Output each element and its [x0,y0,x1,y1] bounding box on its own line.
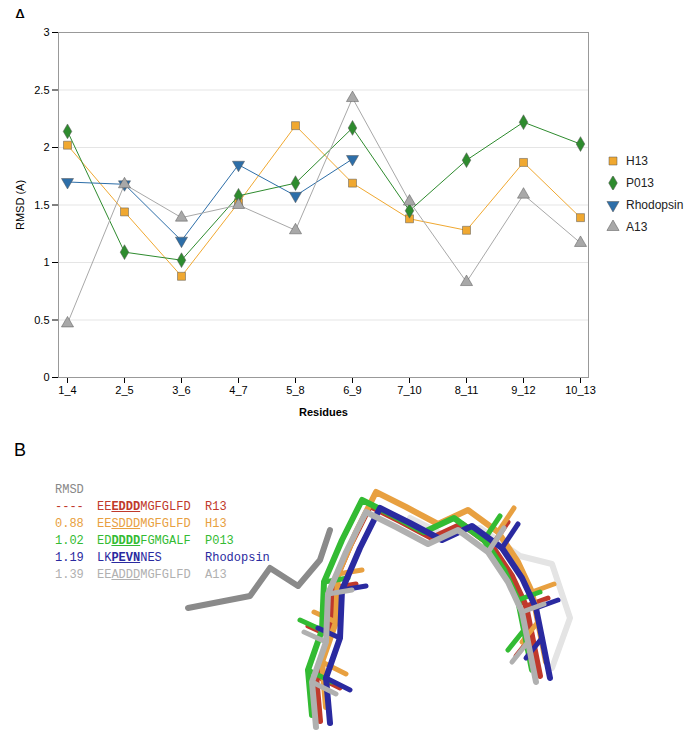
svg-text:Residues: Residues [299,406,348,418]
svg-text:0: 0 [43,371,49,383]
html-text:LK PEVN NES: LK PEVN NES [97,551,162,565]
html-text:H13: H13 [205,517,227,531]
svg-text:0.5: 0.5 [34,314,49,326]
html-text:EE ADDD MGFGLFD: EE ADDD MGFGLFD [97,568,191,582]
html-text:Rhodopsin: Rhodopsin [626,198,684,212]
html-text:Rhodopsin: Rhodopsin [205,551,270,565]
svg-text:2.5: 2.5 [34,84,49,96]
html-text:EE EDDD MGFGLFD: EE EDDD MGFGLFD [97,500,191,514]
svg-text:6_9: 6_9 [343,384,361,396]
html-text:EE SDDD MGFGLFD: EE SDDD MGFGLFD [97,517,191,531]
svg-text:8_11: 8_11 [455,384,479,396]
svg-text:4_7: 4_7 [229,384,247,396]
svg-text:2: 2 [43,141,49,153]
html-text:1.02: 1.02 [55,534,84,548]
html-text:R13: R13 [205,500,227,514]
svg-text:RMSD (A): RMSD (A) [14,180,26,230]
svg-text:1.5: 1.5 [34,199,49,211]
svg-text:2_5: 2_5 [115,384,133,396]
html-text:RMSD: RMSD [55,483,84,497]
svg-text:10_13: 10_13 [565,384,596,396]
html-text:H13: H13 [626,154,648,168]
svg-text:5_8: 5_8 [286,384,304,396]
html-text:A13: A13 [626,220,648,234]
svg-text:7_10: 7_10 [397,384,421,396]
html-text:A: A [14,6,26,26]
html-text:1.19: 1.19 [55,551,84,565]
html-text:0.88: 0.88 [55,517,84,531]
svg-text:1_4: 1_4 [58,384,76,396]
html-text:P013: P013 [626,176,654,190]
svg-text:1: 1 [43,256,49,268]
html-text:A13: A13 [205,568,227,582]
svg-text:9_12: 9_12 [511,384,535,396]
svg-text:3_6: 3_6 [172,384,190,396]
html-text:P013: P013 [205,534,234,548]
html-text:1.39: 1.39 [55,568,84,582]
html-text:B: B [14,440,26,460]
html-text:ED DDDD FGMGALF: ED DDDD FGMGALF [97,534,191,548]
svg-text:3: 3 [43,26,49,38]
